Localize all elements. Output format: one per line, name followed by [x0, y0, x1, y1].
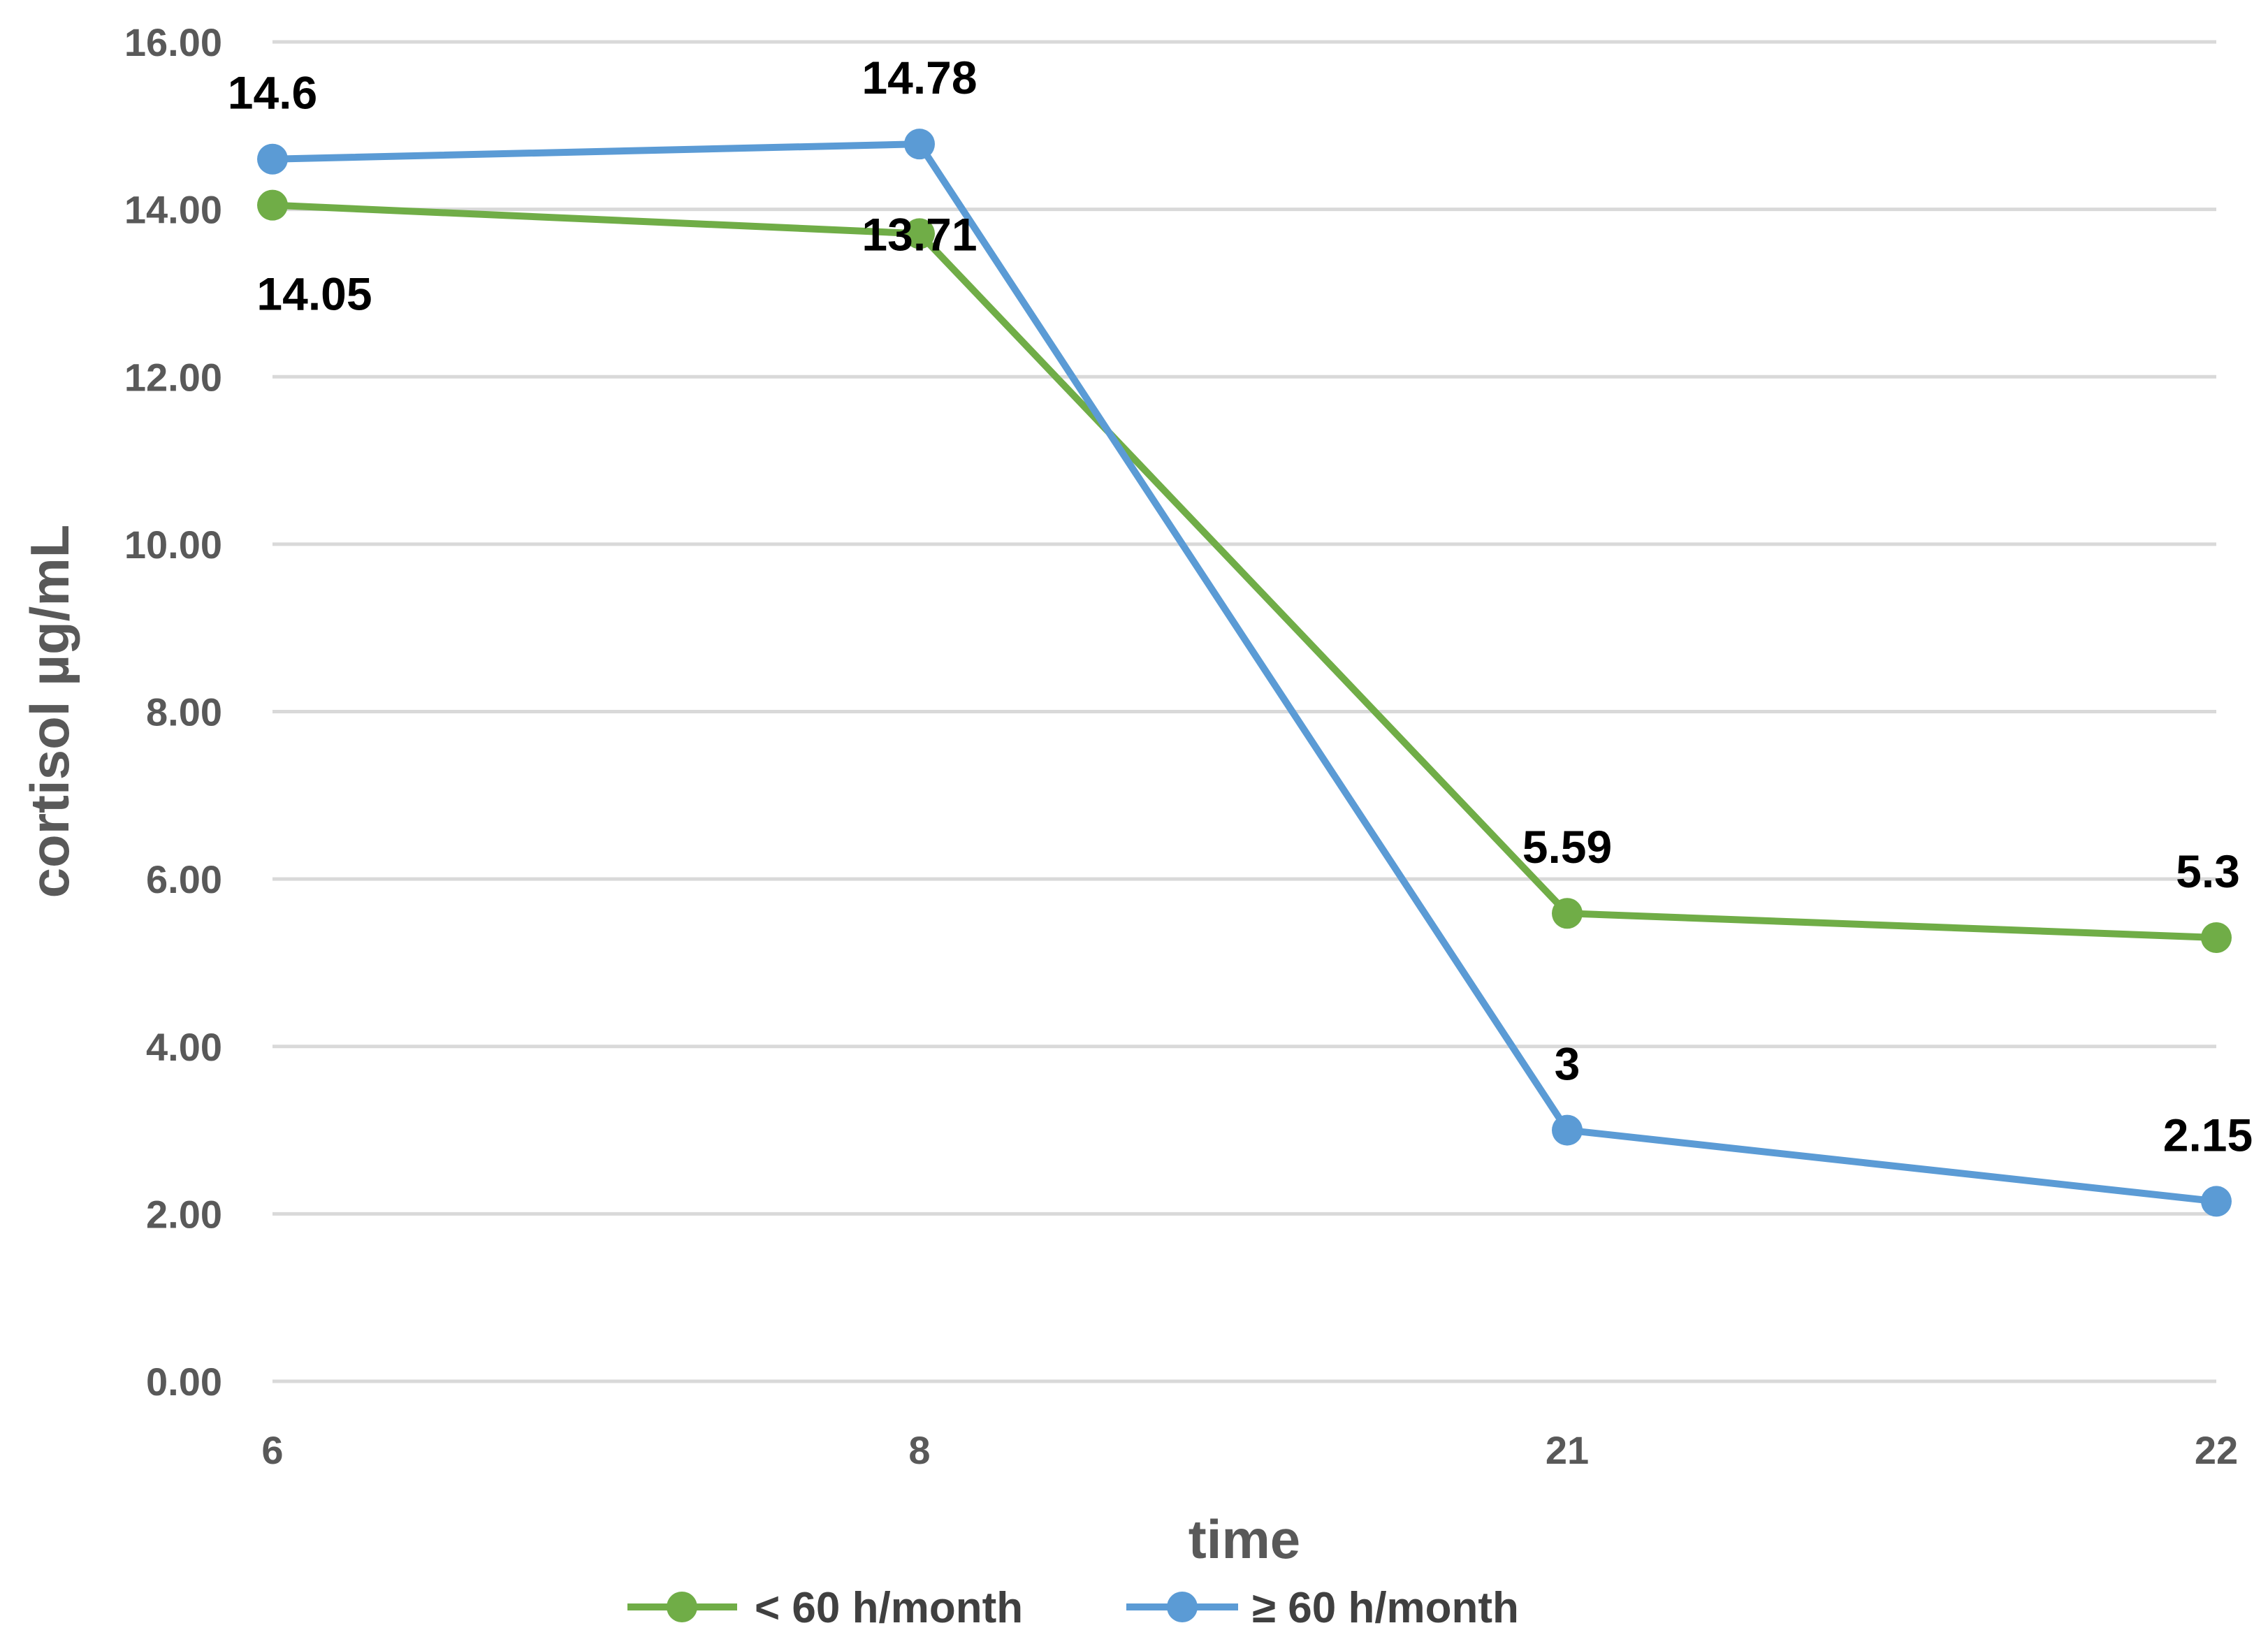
series-line [272, 140, 2217, 1205]
data-point [904, 129, 935, 160]
y-tick-label: 8.00 [146, 690, 222, 734]
x-tick-label: 21 [1546, 1428, 1589, 1472]
data-point [904, 218, 935, 249]
data-label: 13.71 [862, 208, 977, 260]
data-label: 5.59 [1522, 821, 1612, 873]
y-tick-label: 16.00 [124, 20, 222, 64]
gridlines [272, 40, 2216, 1383]
data-label: 14.78 [862, 52, 977, 103]
data-point [2201, 1186, 2232, 1217]
data-label: 14.05 [256, 268, 372, 320]
legend-swatch-marker [667, 1592, 697, 1622]
legend-swatch-marker [1167, 1592, 1198, 1622]
x-tick-label: 6 [261, 1428, 283, 1472]
legend-item-series-1: < 60 h/month [627, 1584, 1023, 1632]
y-axis-ticks: 0.00 2.00 4.00 6.00 8.00 10.00 12.00 14.00 16.00 [124, 20, 222, 1404]
legend-label: ≥ 60 h/month [1252, 1584, 1519, 1632]
data-label: 2.15 [2163, 1109, 2253, 1161]
data-point [257, 143, 288, 175]
legend-label: < 60 h/month [755, 1584, 1023, 1632]
legend-item-series-2: ≥ 60 h/month [1126, 1584, 1519, 1632]
data-label: 5.3 [2176, 845, 2240, 897]
series-lines [257, 129, 2232, 1217]
y-axis-title: cortisol µg/mL [19, 525, 80, 899]
y-tick-label: 2.00 [146, 1192, 222, 1236]
y-tick-label: 10.00 [124, 523, 222, 567]
y-tick-label: 0.00 [146, 1360, 222, 1404]
x-axis-title: time [1188, 1508, 1300, 1570]
y-tick-label: 12.00 [124, 355, 222, 399]
data-point [1552, 898, 1583, 929]
legend: < 60 h/month ≥ 60 h/month [627, 1584, 1519, 1632]
x-axis-ticks: 6 8 21 22 [261, 1428, 2238, 1472]
y-tick-label: 14.00 [124, 188, 222, 232]
data-label: 3 [1555, 1038, 1580, 1090]
data-label: 14.6 [228, 67, 317, 119]
y-tick-label: 4.00 [146, 1025, 222, 1069]
series-line [272, 201, 2217, 941]
series-1 [257, 189, 2232, 953]
y-tick-label: 6.00 [146, 857, 222, 901]
x-tick-label: 22 [2195, 1428, 2238, 1472]
data-point [257, 189, 288, 221]
data-point [1552, 1114, 1583, 1146]
series-2 [257, 129, 2232, 1217]
data-point [2201, 922, 2232, 953]
data-labels: 14.05 13.71 5.59 5.3 14.6 14.78 3 2.15 [228, 52, 2253, 1161]
x-tick-label: 8 [908, 1428, 930, 1472]
